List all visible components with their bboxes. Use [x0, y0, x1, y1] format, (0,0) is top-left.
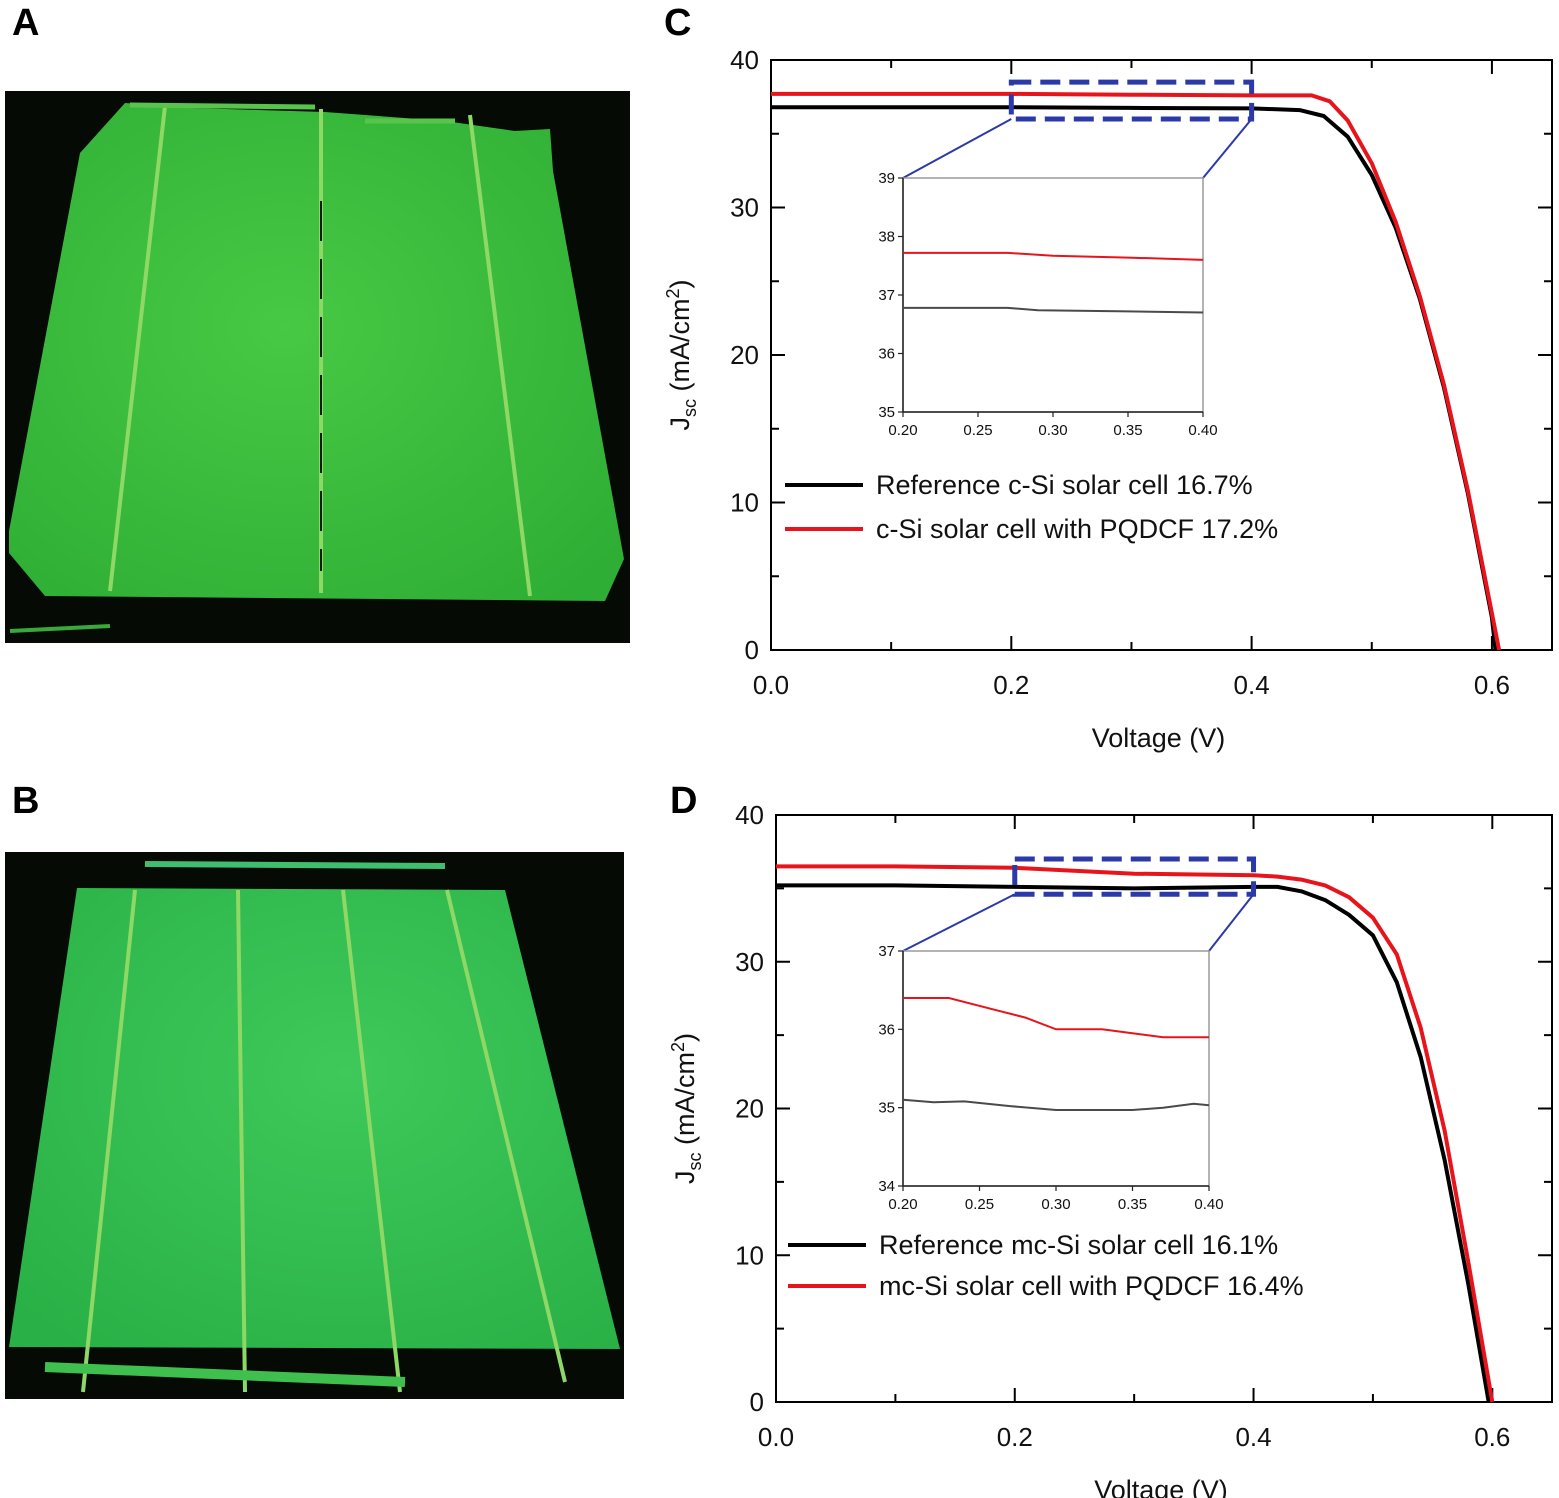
y-axis-title-main: J — [670, 1171, 700, 1185]
inset-chart: 0.20 0.25 0.30 0.35 0.40 34 35 36 37 — [878, 943, 1223, 1213]
y-axis-title: Jsc (mA/cm2) — [668, 1033, 705, 1184]
y-tick-label: 40 — [730, 45, 759, 75]
plot-frame — [770, 59, 1553, 651]
panel-label-d: D — [670, 780, 698, 822]
inset-y-tick-label: 37 — [878, 943, 895, 960]
inset-x-tick-label: 0.30 — [1041, 1196, 1070, 1213]
inset-frame — [902, 950, 1210, 1187]
inset-y-tick-label: 36 — [878, 346, 895, 363]
inset-chart: 0.20 0.25 0.30 0.35 0.40 35 36 37 38 39 — [878, 170, 1217, 439]
photo-a-ribbon-top — [129, 102, 316, 110]
x-tick-label: 0.0 — [758, 1422, 794, 1452]
photo-b-busbar-1 — [81, 889, 137, 1393]
inset-y-tick-label: 37 — [878, 287, 895, 304]
inset-series-line-2 — [902, 1098, 1210, 1111]
inset-x-tick-label: 0.25 — [965, 1196, 994, 1213]
y-tick-label: 40 — [735, 800, 764, 830]
zoom-connector-left — [902, 893, 1016, 952]
y-tick-label: 10 — [730, 488, 759, 518]
inset-x-tick-label: 0.25 — [963, 422, 992, 439]
legend-label-1: Reference c-Si solar cell 16.7% — [876, 470, 1253, 500]
series-line-1 — [776, 883, 1491, 1403]
photo-a-cell — [9, 103, 624, 601]
zoom-box — [1008, 79, 1255, 122]
y-axis-title-sub: sc — [680, 399, 700, 417]
photo-b-illustration — [5, 852, 624, 1399]
photo-a-busbar-3 — [468, 114, 532, 597]
y-axis-title-sup: 2 — [663, 288, 683, 298]
inset-series-line-2 — [903, 306, 1204, 314]
photo-a-ribbon-bottom — [9, 624, 111, 633]
inset-series-line-1 — [903, 997, 1209, 1039]
panel-label-a: A — [12, 2, 40, 44]
y-axis-title-sup: 2 — [668, 1042, 688, 1052]
inset-y-tick-label: 35 — [878, 1100, 895, 1117]
series-line-2 — [771, 91, 1502, 651]
zoom-connector-right — [1202, 118, 1253, 179]
inset-y-tick-label: 39 — [878, 170, 895, 187]
y-tick-label: 0 — [745, 635, 759, 665]
y-axis-title-end: ) — [670, 1033, 700, 1042]
zoom-connector-right — [1208, 893, 1255, 952]
series-line-1 — [771, 105, 1498, 651]
photo-b-cell — [9, 888, 620, 1349]
y-axis-title-main: J — [665, 417, 695, 431]
photo-a-illustration — [5, 91, 630, 643]
y-axis-title-unit: (mA/cm — [665, 299, 695, 400]
inset-frame — [902, 177, 1204, 413]
y-tick-label: 10 — [735, 1240, 764, 1270]
y-tick-label: 20 — [730, 340, 759, 370]
x-tick-label: 0.4 — [1234, 670, 1270, 700]
chart-d: 0.0 0.2 0.4 0.6 0 10 20 30 40 Voltage (V) Jsc (mA/… — [668, 800, 1553, 1498]
chart-c: 0.0 0.2 0.4 0.6 0 10 20 30 40 Voltage (V) Jsc (mA/… — [663, 45, 1553, 753]
inset-series-line-1 — [903, 251, 1204, 261]
photo-b-ribbon-top — [144, 861, 446, 869]
y-tick-label: 0 — [750, 1387, 764, 1417]
photo-b-busbar-3 — [341, 889, 402, 1393]
photo-a-busbar-1 — [108, 105, 167, 592]
y-tick-label: 30 — [730, 193, 759, 223]
panel-label-c: C — [664, 2, 692, 44]
inset-x-tick-label: 0.35 — [1118, 1196, 1147, 1213]
inset-x-tick-label: 0.20 — [888, 422, 917, 439]
photo-a-solar-cell — [5, 91, 630, 643]
legend-label-1: Reference mc-Si solar cell 16.1% — [879, 1230, 1278, 1260]
inset-y-tick-label: 36 — [878, 1021, 895, 1038]
inset-y-tick-label: 34 — [878, 1178, 895, 1195]
photo-b-ribbon-bottom — [44, 1362, 406, 1387]
inset-x-tick-label: 0.35 — [1113, 422, 1142, 439]
inset-x-tick-label: 0.40 — [1188, 422, 1217, 439]
zoom-box — [1012, 856, 1257, 897]
inset-x-tick-label: 0.20 — [888, 1196, 917, 1213]
photo-b-solar-cell — [5, 852, 624, 1399]
series-line-2 — [776, 864, 1495, 1403]
plot-frame — [775, 814, 1553, 1403]
inset-y-tick-label: 35 — [878, 404, 895, 421]
y-axis-title-unit: (mA/cm — [670, 1052, 700, 1153]
photo-b-busbar-2 — [236, 889, 247, 1393]
x-tick-label: 0.0 — [753, 670, 789, 700]
photo-b-busbar-4 — [445, 889, 567, 1383]
x-tick-label: 0.6 — [1474, 670, 1510, 700]
legend-label-2: c-Si solar cell with PQDCF 17.2% — [876, 514, 1278, 544]
x-axis-title: Voltage (V) — [1094, 1475, 1228, 1498]
x-axis-title: Voltage (V) — [1092, 723, 1226, 753]
y-tick-label: 30 — [735, 947, 764, 977]
inset-x-tick-label: 0.40 — [1194, 1196, 1223, 1213]
legend-label-2: mc-Si solar cell with PQDCF 16.4% — [879, 1271, 1304, 1301]
inset-y-tick-label: 38 — [878, 229, 895, 246]
y-axis-title-sub: sc — [685, 1153, 705, 1171]
zoom-connector-left — [902, 118, 1012, 179]
panel-label-b: B — [12, 780, 40, 822]
y-axis-title: Jsc (mA/cm2) — [663, 279, 700, 430]
x-tick-label: 0.6 — [1474, 1422, 1510, 1452]
y-tick-label: 20 — [735, 1094, 764, 1124]
inset-x-tick-label: 0.30 — [1038, 422, 1067, 439]
x-tick-label: 0.4 — [1235, 1422, 1271, 1452]
x-tick-label: 0.2 — [993, 670, 1029, 700]
y-axis-title-end: ) — [665, 279, 695, 288]
x-tick-label: 0.2 — [997, 1422, 1033, 1452]
